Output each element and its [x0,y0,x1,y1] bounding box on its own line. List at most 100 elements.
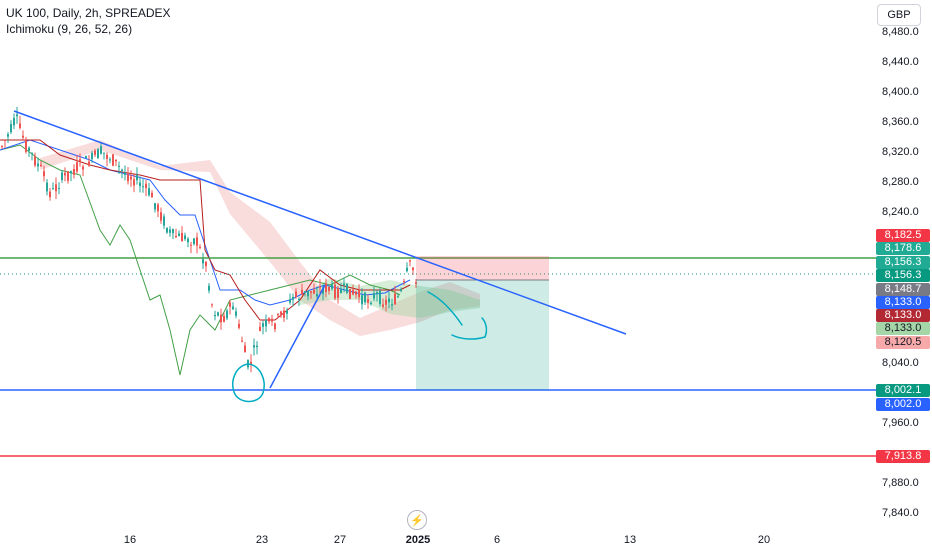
ichimoku-cloud [40,140,480,336]
candle-body [373,293,375,299]
candle-body [304,291,306,293]
candle-body [121,169,123,172]
candle-body [277,314,279,316]
candle-body [64,172,66,176]
candle-body [391,304,393,306]
candle-body [103,152,105,154]
hand-drawn-annotations[interactable] [232,291,488,403]
candle-body [370,303,372,305]
candle-body [169,229,171,233]
candle-body [22,135,24,138]
lightning-bolt-icon[interactable]: ⚡ [407,510,427,530]
candle-body [106,154,108,159]
candle-body [205,261,207,267]
candle-body [142,186,144,188]
candle-body [160,212,162,221]
candle-body [31,152,33,154]
candle-body [289,299,291,303]
candle-body [55,184,57,192]
price-label: 8,002.1 [876,384,930,397]
candle-body [238,323,240,328]
candle-body [235,311,237,316]
candle-body [283,310,285,318]
candle-body [244,345,246,353]
candle-body [262,323,264,327]
candle-body [34,156,36,166]
candle-body [268,318,270,322]
y-tick-label: 7,880.0 [882,477,919,489]
price-label: 8,156.3 [876,269,930,282]
price-label: 8,178.6 [876,242,930,255]
candle-body [259,326,261,331]
candle-body [10,124,12,133]
candle-body [112,154,114,166]
x-tick-label: 6 [493,534,501,546]
candle-body [256,345,258,348]
currency-button[interactable]: GBP [877,4,921,26]
candle-body [340,289,342,293]
candle-body [175,235,177,238]
candle-body [70,171,72,174]
candle-body [250,361,252,366]
candle-body [187,238,189,243]
candle-body [295,291,297,298]
candle-body [133,179,135,186]
candle-body [43,171,45,177]
y-tick-label: 7,960.0 [882,417,919,429]
candle-body [343,283,345,286]
candle-body [76,162,78,172]
candle-body [406,267,408,272]
candle-body [292,297,294,300]
y-tick-label: 8,360.0 [882,116,919,128]
x-tick-label: 16 [123,534,137,546]
candle-body [415,282,417,284]
price-label: 8,120.5 [876,336,930,349]
candle-body [358,289,360,298]
candle-body [226,310,228,319]
y-tick-label: 7,840.0 [882,507,919,519]
candle-body [232,306,234,310]
candle-body [409,260,411,262]
candle-body [286,310,288,314]
candle-body [352,289,354,295]
candle-body [382,304,384,307]
candle-body [328,287,330,292]
candle-body [154,203,156,210]
short-position-tool[interactable] [416,256,549,390]
candle-body [139,182,141,187]
candle-body [322,287,324,294]
candle-body [58,188,60,190]
candle-body [127,174,129,182]
ascending-trendline[interactable] [269,284,326,389]
candle-body [40,164,42,167]
price-label: 8,002.0 [876,398,930,411]
candle-body [364,292,366,303]
candle-body [49,191,51,198]
chart-header: UK 100, Daily, 2h, SPREADEX Ichimoku (9,… [6,5,171,37]
price-label: 7,913.8 [876,450,930,463]
candle-body [298,298,300,301]
candle-body [157,204,159,212]
candle-body [229,302,231,307]
candle-body [403,280,405,282]
candle-body [346,283,348,293]
candle-body [301,289,303,295]
candle-body [148,188,150,196]
candle-body [7,134,9,137]
indicator-legend[interactable]: Ichimoku (9, 26, 52, 26) [6,22,133,36]
candle-body [388,298,390,303]
candle-body [52,188,54,190]
candle-body [412,267,414,271]
candle-body [253,345,255,348]
candle-body [118,165,120,167]
candle-body [85,156,87,159]
candle-body [313,289,315,294]
descending-trendline[interactable] [13,110,627,335]
candle-body [163,216,165,226]
candle-body [376,292,378,295]
candle-body [211,304,213,306]
candle-body [337,287,339,298]
candle-body [217,312,219,316]
candle-body [202,259,204,264]
